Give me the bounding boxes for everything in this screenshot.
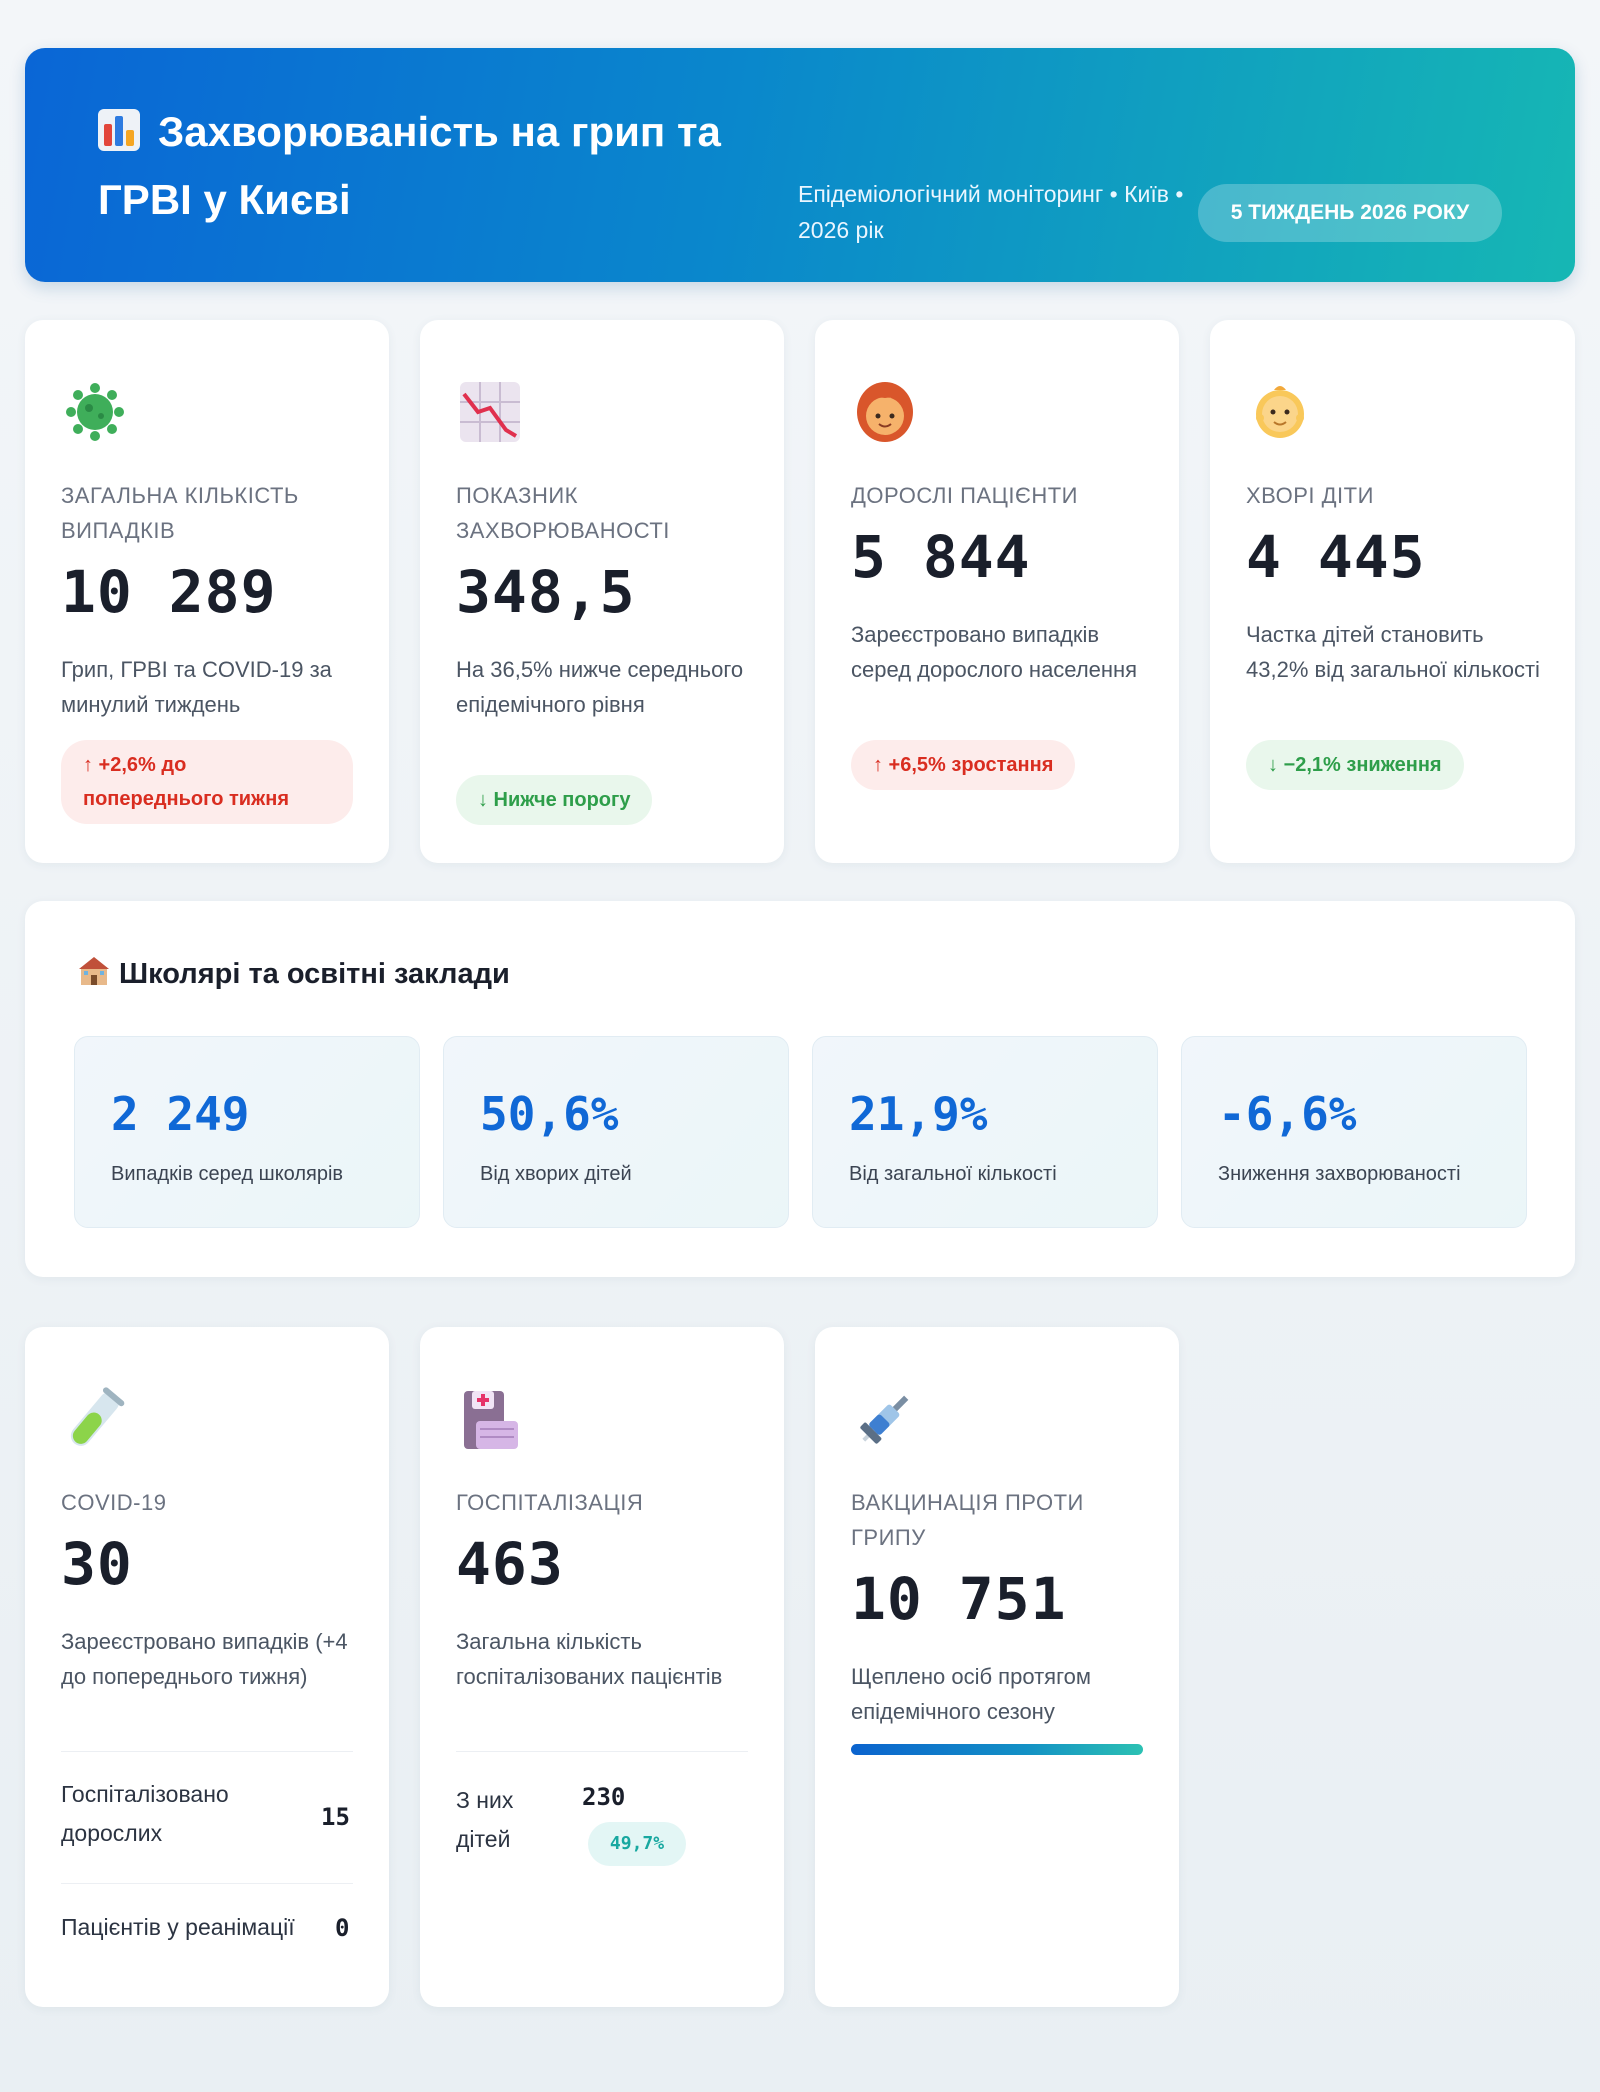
stat-card-children: ХВОРІ ДІТИ 4 445 Частка дітей становить … [1210,320,1575,863]
schools-section: Школярі та освітні заклади 2 249 Випадкі… [25,901,1575,1277]
header-subtitle: Епідеміологічний моніторинг • Київ • 202… [798,181,1184,243]
woman-icon [857,382,913,442]
school-stat-label: Зниження захворюваності [1218,1163,1461,1185]
school-stat-value: -6,6% [1218,1087,1357,1141]
card-description: Частка дітей становить 43,2% від загальн… [1246,622,1540,682]
school-stat-value: 2 249 [111,1087,250,1141]
card-value: 30 [61,1530,133,1598]
baby-icon [1256,386,1304,438]
page-title: Захворюваність на грип та ГРВІ у Києві [98,108,721,223]
test-tube-icon [70,1387,125,1446]
school-stat-value: 50,6% [480,1087,619,1141]
divider [61,1751,353,1752]
change-badge: ↓ Нижче порогу [456,775,653,825]
covid-card: COVID-19 30 Зареєстровано випадків (+4 д… [25,1327,389,2007]
syringe-icon [860,1395,909,1444]
school-stat-label: Випадків серед школярів [111,1163,344,1185]
school-stat-label: Від загальної кількості [849,1163,1057,1185]
card-label: ЗАГАЛЬНА КІЛЬКІСТЬ ВИПАДКІВ [61,483,299,543]
card-description: На 36,5% нижче середнього епідемічного р… [456,657,744,717]
icu-patients-label: Пацієнтів у реанімації [61,1914,295,1940]
card-label: ГОСПІТАЛІЗАЦІЯ [456,1490,644,1515]
card-value: 10 751 [851,1565,1067,1633]
card-description: Загальна кількість госпіталізованих паці… [456,1629,723,1689]
card-description: Зареєстровано випадків (+4 до попередньо… [61,1629,348,1689]
card-value: 463 [456,1530,564,1598]
card-value: 348,5 [456,558,636,626]
card-label: COVID-19 [61,1490,167,1515]
stat-card-total: ЗАГАЛЬНА КІЛЬКІСТЬ ВИПАДКІВ 10 289 Грип,… [25,320,389,863]
card-description: Зареєстровано випадків серед дорослого н… [851,622,1138,682]
icu-patients-value: 0 [335,1914,350,1942]
school-stat-label: Від хворих дітей [480,1163,632,1185]
children-percent-badge: 49,7% [588,1822,686,1866]
bar-chart-icon [98,109,140,151]
school-stat-card: 21,9% Від загальної кількості [812,1036,1158,1228]
divider [456,1751,748,1752]
card-label: ПОКАЗНИК ЗАХВОРЮВАНОСТІ [456,483,670,543]
card-label: ХВОРІ ДІТИ [1246,483,1374,508]
hospitalization-card: ГОСПІТАЛІЗАЦІЯ 463 Загальна кількість го… [420,1327,784,2007]
children-value: 230 [582,1783,626,1811]
divider [61,1883,353,1884]
stat-card-adults: ДОРОСЛІ ПАЦІЄНТИ 5 844 Зареєстровано вип… [815,320,1179,863]
stat-card-rate: ПОКАЗНИК ЗАХВОРЮВАНОСТІ 348,5 На 36,5% н… [420,320,784,863]
week-badge: 5 ТИЖДЕНЬ 2026 РОКУ [1198,184,1502,242]
children-label: З них дітей [456,1787,514,1852]
card-description: Щеплено осіб протягом епідемічного сезон… [851,1664,1091,1724]
vaccination-card: ВАКЦИНАЦІЯ ПРОТИ ГРИПУ 10 751 Щеплено ос… [815,1327,1179,2007]
school-icon [79,957,109,985]
card-value: 4 445 [1246,523,1426,591]
virus-icon [66,383,124,441]
vaccination-progress-bar [851,1744,1143,1755]
card-value: 5 844 [851,523,1031,591]
school-stat-card: 2 249 Випадків серед школярів [74,1036,420,1228]
change-badge: ↑ +2,6% до попереднього тижня [61,740,353,824]
card-value: 10 289 [61,558,277,626]
header-banner: Захворюваність на грип та ГРВІ у Києві Е… [25,48,1575,282]
school-stat-value: 21,9% [849,1087,988,1141]
hospitalized-adults-label: Госпіталізовано дорослих [61,1781,229,1846]
chart-down-icon [460,382,520,442]
change-badge: ↑ +6,5% зростання [851,740,1076,790]
card-description: Грип, ГРВІ та COVID-19 за минулий тижден… [61,657,332,717]
hospitalized-adults-value: 15 [321,1803,350,1831]
card-label: ДОРОСЛІ ПАЦІЄНТИ [851,483,1078,508]
hospital-icon [464,1391,518,1449]
school-stat-card: -6,6% Зниження захворюваності [1181,1036,1527,1228]
school-stat-card: 50,6% Від хворих дітей [443,1036,789,1228]
change-badge: ↓ −2,1% зниження [1246,740,1464,790]
section-title: Школярі та освітні заклади [77,953,510,991]
card-label: ВАКЦИНАЦІЯ ПРОТИ ГРИПУ [851,1490,1084,1550]
